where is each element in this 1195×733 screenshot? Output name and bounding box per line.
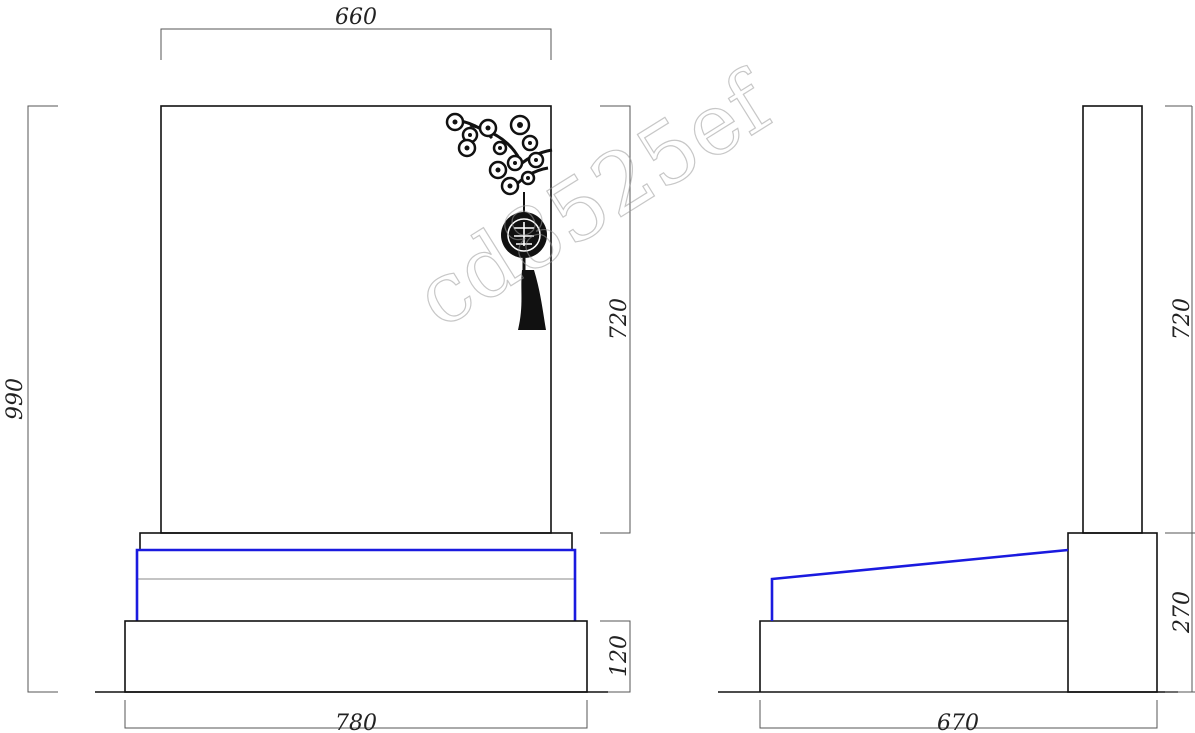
base-front <box>124 620 588 693</box>
side-view: 720 270 670 <box>718 105 1195 733</box>
base-side <box>759 620 1068 692</box>
dim-line-total-height <box>27 105 58 693</box>
slope-highlight <box>770 548 1069 621</box>
stele-side <box>1082 105 1143 534</box>
dim-line-side-depth <box>759 700 1158 729</box>
front-view: 660 990 720 120 780 <box>3 5 632 733</box>
blossom-ornament <box>445 112 553 330</box>
dim-line-base-height <box>600 620 631 693</box>
dim-label-total-height: 990 <box>3 378 28 420</box>
dim-line-top-width <box>160 28 552 60</box>
dim-line-upper-height <box>600 105 631 534</box>
dim-label-top-width: 660 <box>335 5 377 30</box>
dim-line-base-width <box>124 700 588 729</box>
watermark-text: cd8525ef <box>399 51 791 347</box>
plinth-cap-front <box>139 532 573 551</box>
dim-label-side-lower: 270 <box>1170 591 1195 634</box>
middle-block-highlight <box>135 548 577 621</box>
dim-label-base-width: 780 <box>335 711 377 733</box>
dim-label-side-depth: 670 <box>937 711 979 733</box>
plinth-side <box>1067 532 1158 693</box>
dim-label-side-upper: 720 <box>1170 298 1195 340</box>
dim-label-upper-height: 720 <box>607 298 632 340</box>
dim-label-base-height: 120 <box>607 635 632 677</box>
